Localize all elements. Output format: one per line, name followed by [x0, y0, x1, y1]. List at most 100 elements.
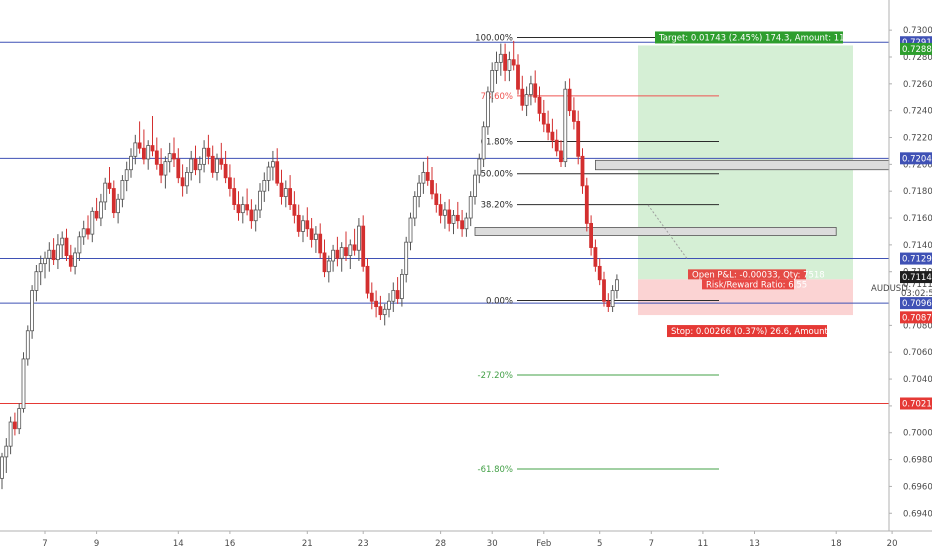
- candle-body: [133, 142, 138, 157]
- candle-body: [391, 290, 396, 302]
- price-badge-label: 0.72886: [902, 45, 932, 55]
- candle-body: [215, 158, 219, 173]
- candle-body: [326, 260, 331, 273]
- candle-body: [567, 88, 572, 112]
- candle-body: [503, 53, 508, 71]
- candle-body: [520, 88, 525, 106]
- candle-body: [498, 53, 503, 63]
- stop-label: Stop: 0.00266 (0.37%) 26.6, Amount: 980: [671, 327, 850, 337]
- candle-body: [176, 158, 181, 179]
- date-tick-label: 9: [94, 539, 99, 549]
- candle-body: [399, 273, 404, 299]
- candle-body: [455, 214, 460, 222]
- candle-body: [339, 247, 344, 259]
- fib-label-4: 38.20%: [481, 201, 513, 211]
- candle-body: [240, 204, 245, 214]
- candle-body: [430, 180, 434, 195]
- candle-body: [141, 147, 146, 160]
- rr-label: Risk/Reward Ratio: 6.55: [706, 280, 807, 290]
- date-tick-label: 11: [697, 539, 708, 549]
- candle-body: [279, 182, 284, 197]
- candle-body: [180, 177, 185, 187]
- candle-body: [202, 147, 207, 165]
- price-badge-label: 0.70966: [902, 299, 932, 309]
- candle-body: [219, 158, 224, 165]
- candle-body: [167, 153, 172, 163]
- candle-body: [47, 249, 52, 259]
- candle-body: [34, 271, 39, 291]
- candle-body: [481, 126, 486, 160]
- candle-body: [434, 193, 439, 206]
- date-tick-label: 7: [42, 539, 47, 549]
- target-badge: [655, 31, 843, 44]
- candle-body: [438, 204, 443, 216]
- candle-body: [451, 214, 456, 224]
- candle-body: [374, 300, 379, 308]
- candle-body: [94, 210, 99, 219]
- candle-body: [296, 214, 301, 232]
- candle-body: [356, 225, 361, 251]
- candle-body: [172, 153, 176, 160]
- price-badge-label: 0.72045: [902, 154, 932, 164]
- candle-body: [477, 158, 482, 176]
- date-tick-label: 7: [649, 539, 654, 549]
- candle-body: [184, 172, 189, 187]
- candle-body: [572, 110, 576, 122]
- candle-body: [593, 247, 598, 267]
- price-badge: [900, 311, 932, 324]
- fib-label-6: -27.20%: [478, 371, 513, 381]
- candle-body: [103, 182, 108, 203]
- date-tick-label: 21: [302, 539, 313, 549]
- candle-body: [559, 150, 563, 163]
- rr-badge: [702, 279, 794, 290]
- candle-body: [344, 247, 348, 257]
- price-badge: [900, 397, 932, 410]
- candle-body: [120, 180, 125, 200]
- candle-body: [189, 158, 194, 173]
- candle-body: [137, 142, 142, 149]
- candle-body: [550, 131, 555, 141]
- candle-body: [554, 139, 559, 152]
- fib-label-5: 0.00%: [486, 297, 513, 307]
- candle-body: [421, 172, 426, 184]
- candle-body: [464, 217, 469, 230]
- candle-body: [56, 244, 60, 261]
- candle-body: [262, 180, 267, 192]
- price-badge: [900, 252, 932, 265]
- candle-body: [541, 112, 546, 125]
- candle-body: [232, 188, 237, 206]
- price-badge-label: 0.70218: [902, 399, 932, 409]
- candle-body: [610, 290, 615, 308]
- price-badge: [900, 297, 932, 310]
- candle-body: [404, 241, 409, 275]
- candle-body: [154, 150, 159, 165]
- candle-body: [563, 88, 568, 163]
- candle-body: [584, 185, 589, 224]
- price-badge-label: 0.70877: [902, 313, 932, 323]
- candle-body: [382, 308, 387, 316]
- candle-body: [348, 244, 353, 257]
- candle-body: [64, 237, 69, 257]
- candle-body: [43, 257, 47, 265]
- fib-label-2: 61.80%: [481, 138, 513, 148]
- candle-body: [460, 220, 465, 230]
- candle-body: [68, 255, 73, 267]
- candle-body: [516, 64, 520, 90]
- date-tick-label: 5: [597, 539, 602, 549]
- candle-body: [81, 228, 86, 238]
- candle-body: [322, 252, 327, 273]
- candle-body: [331, 249, 336, 262]
- candle-body: [602, 279, 606, 302]
- candle-body: [249, 209, 254, 222]
- stop-badge: [667, 325, 827, 338]
- candle-body: [4, 445, 9, 458]
- candle-body: [129, 155, 133, 171]
- candle-body: [73, 252, 77, 267]
- candle-body: [51, 249, 56, 261]
- date-tick-label: Feb: [536, 539, 551, 549]
